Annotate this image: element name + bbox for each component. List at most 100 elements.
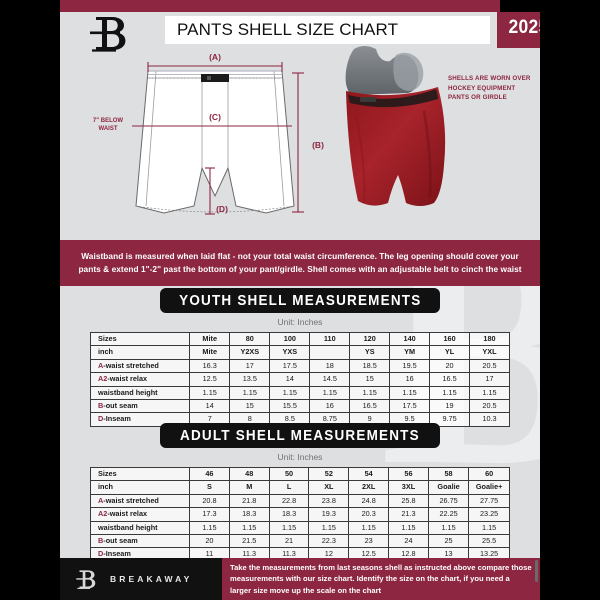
product-photo [332,45,452,235]
table-cell: 19 [429,399,471,414]
table-cell: 120 [349,331,391,347]
table-cell: YXS [269,345,311,360]
table-row: A2-waist relax 17.3 18.3 18.3 19.3 20.3 21.3 22… [89,507,510,522]
row-label-text: waistband height [98,522,158,532]
table-cell: 22.25 [427,507,470,522]
table-cell: Goalie+ [468,480,510,495]
row-label-text: waistband height [98,387,158,397]
table-cell: 20.8 [189,493,230,509]
table-cell: YS [349,345,391,360]
row-label: A2-waist relax [89,372,191,387]
table-row: inch S M L XL 2XL 3XL Goalie Goalie+ [89,480,510,495]
table-cell: 19.3 [308,507,350,522]
table-cell: Mite [189,331,231,347]
table-cell: Mite [189,345,231,360]
table-cell: 48 [228,466,270,482]
table-row: waistband height 1.15 1.15 1.15 1.15 1.15 1.15… [89,385,510,401]
footer-instruction-box: Take the measurements from last seasons … [222,558,540,600]
row-label: D-Inseam [89,547,191,558]
table-row: D-Inseam 11 11.3 11.3 12 12.5 12.8 13 13.25 [89,547,510,558]
row-label: Sizes [89,466,191,482]
table-cell: 20.5 [469,399,510,414]
table-cell: 12.5 [348,547,390,558]
table-cell: 14 [189,399,231,414]
table-cell: 1.15 [228,520,270,536]
row-label: Sizes [89,331,191,347]
row-label: A2-waist relax [89,507,191,522]
table-cell: 1.15 [309,385,351,401]
table-cell: 1.15 [427,520,470,536]
row-label-marker: D [98,549,104,558]
table-cell: 23 [348,534,390,549]
table-cell [309,345,351,360]
table-cell: 26.75 [427,493,470,509]
row-label-text: -waist stretched [103,495,159,505]
row-label-text: -waist relax [107,374,148,384]
table-cell: 12 [308,547,350,558]
page-title-text: PANTS SHELL SIZE CHART [177,20,399,39]
row-label-text: -waist stretched [103,360,159,370]
row-label-text: -out seam [103,401,138,411]
row-label-text: -Inseam [103,549,131,558]
table-cell: 1.15 [429,385,471,401]
row-label: B-out seam [89,399,191,414]
table-cell: 11 [189,547,230,558]
measurement-instructions-banner: Waistband is measured when laid flat - n… [60,240,540,286]
table-cell: YL [429,345,471,360]
table-cell: 1.15 [189,520,230,536]
footer-breakaway-logo-icon [76,570,96,589]
table-cell: 54 [348,466,390,482]
table-cell: 23.8 [308,493,350,509]
youth-heading-text: YOUTH SHELL MEASUREMENTS [178,292,422,309]
row-label-text: inch [98,482,113,492]
table-cell: 80 [229,331,271,347]
row-label-marker: B [98,401,104,411]
table-cell: 15 [229,399,271,414]
diagram-label-c: (C) [209,112,221,122]
table-cell: 2XL [348,480,390,495]
waist-note-line1: 7" BELOW [93,118,124,124]
table-cell: 14 [269,372,311,387]
table-row: Sizes 46 48 50 52 54 56 58 60 [89,466,510,482]
table-cell: 13.5 [229,372,271,387]
table-cell: 21.8 [228,493,270,509]
table-cell: 13.25 [468,547,510,558]
table-cell: 1.15 [308,520,350,536]
table-cell: 58 [427,466,470,482]
row-label-text: -out seam [103,536,138,546]
table-cell: 20 [429,358,471,374]
table-cell: 17 [229,358,271,374]
adult-measurements-table: Sizes 46 48 50 52 54 56 58 60 inch S M L XL 2XL 3XL Goal… [89,466,510,558]
table-cell: 18.5 [349,358,391,374]
table-cell: 23.25 [468,507,510,522]
table-cell: 12.8 [388,547,429,558]
row-label-text: inch [98,347,113,357]
table-cell: 1.15 [349,385,391,401]
row-label: A-waist stretched [89,493,191,509]
table-row: Sizes Mite 80 100 110 120 140 160 180 [89,331,510,347]
table-cell: 18.3 [268,507,310,522]
table-cell: XL [308,480,350,495]
page-title: PANTS SHELL SIZE CHART [165,16,490,44]
table-cell: 25.8 [388,493,429,509]
table-cell: 25 [427,534,470,549]
table-cell: 20 [189,534,230,549]
content-panel: B PANTS SHELL SIZE CHART 2025.4.22 [60,12,540,558]
table-cell: 12.5 [189,372,231,387]
youth-section-heading: YOUTH SHELL MEASUREMENTS [160,288,440,313]
table-cell: 46 [189,466,230,482]
table-cell: 21.3 [388,507,429,522]
table-cell: 1.15 [189,385,231,401]
table-cell: S [189,480,230,495]
scrollbar-thumb[interactable] [535,560,538,582]
table-cell: 15.5 [269,399,311,414]
row-label-marker: A [98,495,104,505]
table-cell: 1.15 [468,520,510,536]
photo-note: SHELLS ARE WORN OVER HOCKEY EQUIPMENT PA… [448,75,531,102]
row-label-marker: D [98,414,104,424]
table-cell: YXL [469,345,510,360]
table-cell: 16 [309,399,351,414]
table-cell: 56 [388,466,429,482]
table-cell: 160 [429,331,471,347]
